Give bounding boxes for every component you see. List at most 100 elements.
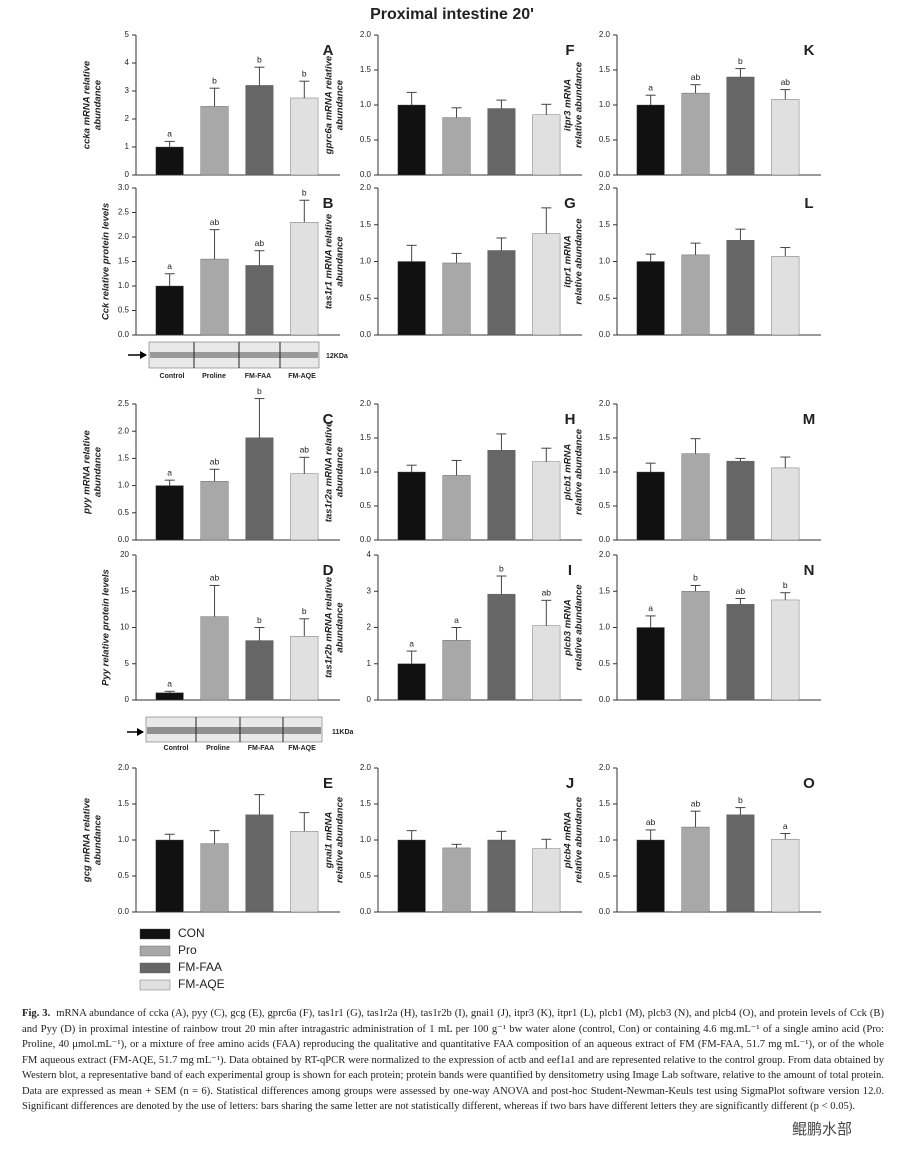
- y-tick-label: 2.0: [599, 550, 611, 559]
- y-axis-label: plcb3 mRNA: [563, 599, 574, 657]
- bar: [681, 826, 710, 913]
- bar: [290, 473, 319, 541]
- y-tick-label: 2.0: [360, 763, 372, 772]
- y-tick-label: 0.0: [118, 907, 130, 916]
- blot-b: [128, 341, 320, 369]
- y-tick-label: 0.0: [599, 535, 611, 544]
- bar: [771, 839, 800, 913]
- significance-letter: a: [648, 603, 653, 613]
- y-tick-label: 0.5: [118, 508, 130, 517]
- blot-lane-label: Proline: [202, 373, 226, 380]
- y-tick-label: 5: [125, 659, 130, 668]
- bar: [155, 692, 184, 701]
- bar: [397, 471, 426, 541]
- y-tick-label: 0.5: [599, 135, 611, 144]
- blot-lane-label: Proline: [206, 745, 230, 752]
- y-axis-label: abundance: [335, 602, 346, 653]
- y-axis-label: tas1r2b mRNA relative: [324, 576, 335, 678]
- y-tick-label: 1.0: [118, 835, 130, 844]
- y-tick-label: 0.5: [360, 135, 372, 144]
- y-axis-label: gprc6a mRNA relative: [324, 55, 335, 155]
- y-tick-label: 0.0: [360, 907, 372, 916]
- y-tick-label: 3: [125, 86, 130, 95]
- significance-letter: ab: [210, 217, 220, 227]
- y-tick-label: 0.0: [118, 535, 130, 544]
- bar: [200, 616, 229, 701]
- y-axis-label: tas1r2a mRNA relative: [324, 421, 335, 522]
- significance-letter: b: [257, 386, 262, 396]
- bar: [397, 663, 426, 701]
- significance-letter: ab: [255, 238, 265, 248]
- y-axis-label: abundance: [93, 814, 104, 865]
- y-axis-label: Cck relative protein levels: [101, 203, 112, 320]
- y-tick-label: 0.0: [599, 170, 611, 179]
- bar: [442, 117, 471, 176]
- y-tick-label: 1.0: [599, 623, 611, 632]
- y-tick-label: 10: [120, 623, 129, 632]
- significance-letter: ab: [736, 586, 746, 596]
- bar: [532, 625, 561, 701]
- y-axis-label: relative abundance: [574, 428, 585, 515]
- significance-letter: b: [738, 56, 743, 66]
- significance-letter: ab: [210, 573, 220, 583]
- significance-letter: a: [167, 467, 172, 477]
- bar: [397, 839, 426, 913]
- y-tick-label: 1.5: [599, 586, 611, 595]
- significance-letter: ab: [300, 445, 310, 455]
- blot-lane-label: FM-FAA: [248, 745, 274, 752]
- y-tick-label: 3.0: [118, 183, 130, 192]
- y-tick-label: 0.5: [118, 871, 130, 880]
- y-tick-label: 1.0: [599, 100, 611, 109]
- y-tick-label: 2.0: [118, 763, 130, 772]
- legend-swatch: [139, 928, 171, 940]
- bar: [155, 485, 184, 541]
- legend-swatch: [139, 945, 171, 957]
- y-tick-label: 0.5: [360, 501, 372, 510]
- panel-letter: M: [803, 411, 816, 428]
- significance-letter: a: [167, 679, 172, 689]
- bar: [245, 640, 274, 701]
- y-tick-label: 1.5: [118, 799, 130, 808]
- bar: [290, 636, 319, 701]
- bar: [681, 254, 710, 336]
- y-tick-label: 2.0: [599, 763, 611, 772]
- y-axis-label: relative abundance: [335, 796, 346, 883]
- y-tick-label: 2.0: [360, 399, 372, 408]
- y-axis-label: gcg mRNA relative: [82, 797, 93, 883]
- bar: [245, 265, 274, 336]
- bar: [397, 104, 426, 176]
- y-axis-label: gnai1 mRNA: [324, 812, 335, 870]
- significance-letter: b: [738, 795, 743, 805]
- significance-letter: a: [167, 261, 172, 271]
- significance-letter: b: [302, 68, 307, 78]
- y-tick-label: 0.0: [360, 535, 372, 544]
- y-axis-label: tas1r1 mRNA relative: [324, 213, 335, 309]
- y-tick-label: 0.5: [599, 659, 611, 668]
- arrow-head: [137, 728, 144, 736]
- figure-title: Proximal intestine 20': [370, 6, 534, 23]
- y-tick-label: 0: [367, 695, 372, 704]
- bar: [155, 146, 184, 176]
- y-tick-label: 5: [125, 30, 130, 39]
- y-tick-label: 0.5: [599, 293, 611, 302]
- bar: [442, 639, 471, 701]
- bar: [726, 814, 755, 913]
- y-tick-label: 1.5: [599, 799, 611, 808]
- y-tick-label: 2.0: [118, 426, 130, 435]
- y-tick-label: 0.5: [118, 306, 130, 315]
- legend-label: CON: [178, 926, 205, 940]
- panel-letter: C: [323, 411, 334, 428]
- panel-letter: O: [803, 775, 815, 792]
- y-axis-label: itpr3 mRNA: [563, 79, 574, 131]
- significance-letter: ab: [542, 588, 552, 598]
- bar: [290, 831, 319, 913]
- y-tick-label: 1.0: [118, 481, 130, 490]
- y-tick-label: 0.5: [599, 871, 611, 880]
- blot-lane-label: FM-AQE: [288, 745, 316, 752]
- panel-letter: D: [323, 562, 334, 579]
- caption-text: mRNA abundance of ccka (A), pyy (C), gcg…: [22, 1008, 884, 1112]
- caption-label: Fig. 3.: [22, 1008, 51, 1019]
- y-tick-label: 1.0: [599, 835, 611, 844]
- y-tick-label: 0.0: [599, 907, 611, 916]
